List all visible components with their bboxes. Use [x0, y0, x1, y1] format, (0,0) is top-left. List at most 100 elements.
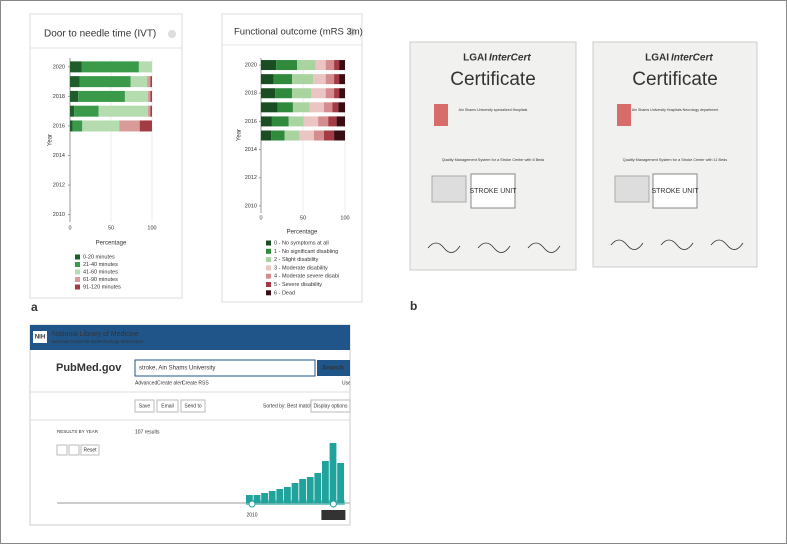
legend-label: 61-90 minutes: [83, 277, 118, 283]
legend-label: 41-60 minutes: [83, 269, 118, 275]
bar-segment: [325, 88, 335, 99]
button[interactable]: [156, 399, 179, 413]
legend-label: 5 - Severe disability: [274, 282, 322, 288]
bar: [246, 495, 253, 503]
bar-segment: [325, 60, 335, 71]
bar-segment: [309, 102, 324, 113]
cert-signature: [477, 242, 511, 253]
panel-label: b: [410, 299, 417, 313]
results-title: RESULTS BY YEAR: [57, 429, 99, 434]
legend-swatch: [266, 290, 271, 296]
bar-segment: [124, 90, 148, 102]
search-box[interactable]: [134, 359, 316, 377]
sort-label: Sorted by: Best match: [263, 403, 312, 409]
bar-segment: [336, 116, 345, 127]
bar-segment: [150, 90, 152, 102]
bar-segment: [261, 88, 276, 99]
bar: [253, 495, 261, 503]
button[interactable]: [310, 399, 351, 413]
cert-seal: STROKE UNIT: [651, 188, 699, 195]
cert-signature: [660, 239, 694, 250]
bar-segment: [284, 130, 300, 141]
bar-segment: [292, 74, 314, 85]
cert-holder: Ain Shams University Hospitals Neurology…: [632, 108, 719, 112]
legend-swatch: [75, 284, 80, 290]
y-tick-label: 2012: [245, 175, 257, 181]
slider-label: 2010: [246, 512, 257, 518]
cert-signature: [527, 242, 561, 253]
legend-label: 1 - No significant disabling: [274, 249, 338, 255]
tooltip-label: 2019 : 30: [323, 512, 344, 518]
bar-segment: [70, 61, 82, 73]
bar-segment: [334, 130, 345, 141]
reset-button[interactable]: [80, 444, 100, 456]
bar-segment: [147, 90, 151, 102]
legend-swatch: [266, 265, 271, 271]
x-tick-label: 100: [147, 225, 156, 231]
bar-segment: [98, 105, 148, 117]
expand-button[interactable]: [56, 444, 68, 456]
button[interactable]: [180, 399, 206, 413]
y-tick-label: 2010: [53, 212, 65, 218]
bar-segment: [299, 130, 314, 141]
bar-segment: [338, 102, 345, 113]
bar-segment: [150, 105, 152, 117]
slider-handle: [329, 500, 337, 508]
cert-emblem: [434, 104, 448, 126]
link[interactable]: Create RSS: [182, 380, 209, 386]
bar: [306, 477, 314, 503]
bar: [299, 479, 306, 503]
bar-segment: [119, 120, 140, 132]
y-axis-label: Year: [48, 134, 54, 146]
bar-segment: [70, 120, 73, 132]
bar-segment: [324, 130, 335, 141]
bar: [291, 483, 299, 503]
bar-segment: [139, 120, 152, 132]
user-guide-clip: User Guide: [342, 380, 368, 386]
cert-holder: Ain Shams University specialized Hospita…: [459, 108, 528, 112]
bar-segment: [339, 60, 345, 71]
bar-segment: [78, 90, 125, 102]
cert-brand: InterCert: [489, 53, 531, 64]
download-button[interactable]: [68, 444, 80, 456]
legend-label: 2 - Slight disability: [274, 257, 319, 263]
bar-segment: [74, 105, 99, 117]
certificate-paper: [409, 41, 577, 271]
bar-segment: [72, 120, 83, 132]
bar-segment: [138, 61, 152, 73]
link[interactable]: User Guide: [342, 380, 368, 386]
search-label: Search: [322, 365, 344, 372]
link[interactable]: Advanced: [135, 380, 157, 386]
bar-segment: [261, 130, 272, 141]
card: [29, 13, 183, 299]
bar-segment: [271, 130, 285, 141]
bar: [329, 443, 337, 503]
search-button[interactable]: [317, 360, 350, 376]
pubmed-logo: PubMed.gov: [56, 362, 122, 374]
bar-segment: [339, 88, 345, 99]
cert-scope: Quality Management System for a Stroke C…: [442, 158, 545, 162]
bar: [284, 487, 291, 503]
button-label: Send to: [184, 403, 201, 409]
bar-segment: [315, 60, 326, 71]
bar-segment: [130, 76, 148, 88]
link[interactable]: Create alert: [157, 380, 184, 386]
legend-label: 6 - Dead: [274, 290, 295, 296]
legend-label: 21-40 minutes: [83, 262, 118, 268]
bar-segment: [261, 116, 272, 127]
bar-segment: [273, 74, 293, 85]
cert-signature: [427, 242, 461, 253]
y-tick-label: 2020: [53, 64, 65, 70]
bar-segment: [261, 60, 277, 71]
bar: [314, 473, 322, 503]
bar-segment: [147, 76, 151, 88]
button[interactable]: [134, 399, 155, 413]
certificate-paper: [592, 41, 758, 268]
cert-seal-box: [470, 173, 516, 209]
slider-range: [246, 500, 345, 505]
results-count: 107 results: [135, 429, 160, 435]
agency: National Library of Medicine: [52, 331, 139, 338]
tooltip-box: [321, 510, 346, 520]
